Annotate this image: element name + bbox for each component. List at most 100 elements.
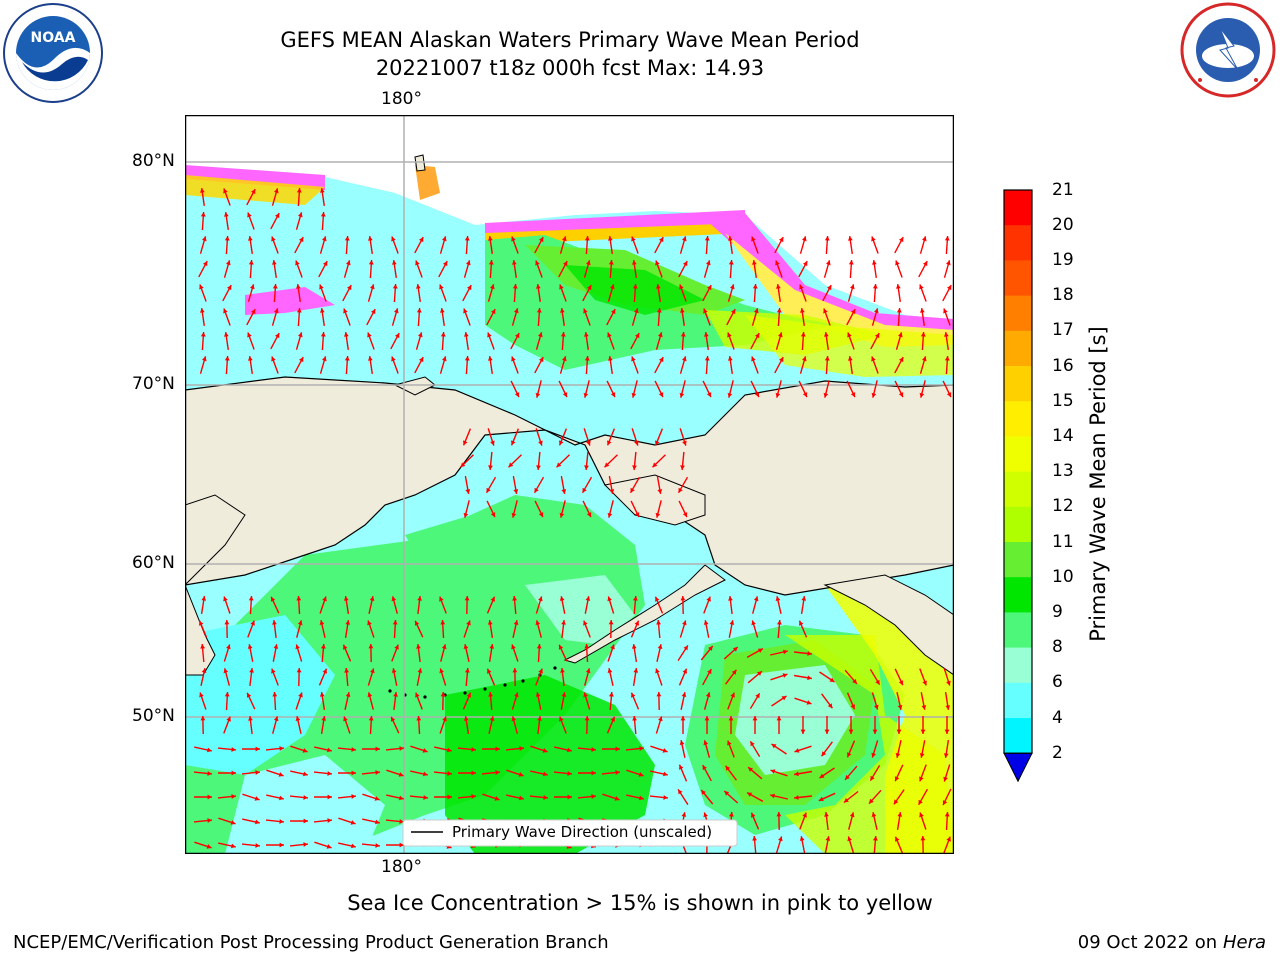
wave-arrow-head bbox=[512, 284, 518, 289]
wave-arrow-head bbox=[826, 260, 831, 266]
wave-arrow-head bbox=[299, 237, 304, 243]
wave-arrow-head bbox=[248, 260, 254, 265]
wave-arrow-head bbox=[511, 644, 516, 650]
wave-arrow-head bbox=[463, 644, 469, 649]
colorbar-tick: 2 bbox=[1052, 743, 1063, 763]
wave-arrow-head bbox=[272, 260, 277, 265]
wave-arrow-head bbox=[248, 236, 253, 241]
wave-arrow-head bbox=[679, 284, 684, 290]
wave-arrow-head bbox=[678, 487, 683, 493]
wave-arrow-head bbox=[899, 237, 904, 243]
wave-arrow-head bbox=[423, 771, 428, 777]
wave-arrow-head bbox=[703, 308, 708, 314]
wave-arrow-head bbox=[632, 465, 637, 470]
wave-arrow-head bbox=[922, 236, 927, 242]
wave-arrow-head bbox=[728, 596, 733, 601]
wave-arrow-head bbox=[806, 700, 812, 705]
wave-arrow-head bbox=[707, 669, 712, 675]
wave-arrow-head bbox=[894, 776, 900, 782]
wave-arrow-head bbox=[875, 679, 880, 685]
colorbar-tick: 9 bbox=[1052, 602, 1063, 622]
wave-arrow-head bbox=[751, 620, 756, 626]
wave-arrow-head bbox=[701, 790, 706, 795]
wave-arrow-head bbox=[751, 236, 756, 242]
wave-arrow-head bbox=[466, 260, 471, 266]
wave-arrow-head bbox=[556, 462, 562, 468]
wave-arrow-head bbox=[679, 740, 685, 745]
wave-arrow-head bbox=[518, 772, 524, 777]
wave-arrow-head bbox=[323, 261, 328, 267]
wave-arrow-head bbox=[823, 308, 828, 314]
wave-arrow-head bbox=[440, 620, 446, 625]
wave-arrow-head bbox=[224, 620, 230, 625]
wave-arrow-head bbox=[326, 844, 332, 849]
wave-arrow-head bbox=[224, 332, 229, 337]
wave-arrow-head bbox=[919, 776, 924, 782]
wave-arrow-head bbox=[655, 668, 660, 674]
wave-arrow-head bbox=[611, 309, 616, 315]
wave-arrow-head bbox=[350, 820, 356, 825]
wave-arrow-head bbox=[296, 668, 302, 673]
wave-arrow-head bbox=[490, 596, 495, 602]
wave-arrow-head bbox=[200, 308, 205, 313]
wave-arrow-head bbox=[271, 356, 276, 362]
wave-arrow-head bbox=[770, 769, 776, 774]
wave-arrow-head bbox=[658, 716, 663, 722]
wave-arrow-head bbox=[897, 812, 903, 817]
wave-arrow-head bbox=[207, 771, 212, 776]
wave-arrow-head bbox=[821, 751, 827, 757]
colorbar-tick: 16 bbox=[1052, 356, 1074, 376]
wave-arrow-head bbox=[296, 284, 301, 289]
wave-arrow-head bbox=[607, 440, 612, 446]
wave-arrow-head bbox=[919, 753, 925, 758]
wave-arrow-head bbox=[391, 356, 396, 362]
wave-arrow-head bbox=[943, 308, 948, 314]
wave-arrow-head bbox=[778, 332, 783, 338]
wave-arrow-head bbox=[582, 487, 587, 493]
wave-arrow-head bbox=[807, 675, 812, 681]
wave-arrow-head bbox=[607, 668, 613, 673]
wave-arrow-head bbox=[368, 236, 373, 241]
wave-arrow-head bbox=[753, 596, 759, 602]
chart-subtitle: 20221007 t18z 000h fcst Max: 14.93 bbox=[375, 56, 765, 80]
wave-arrow-head bbox=[802, 356, 807, 362]
wave-arrow-head bbox=[818, 796, 824, 802]
wave-arrow-head bbox=[920, 332, 926, 337]
wave-arrow-head bbox=[471, 747, 476, 752]
wave-arrow-head bbox=[416, 284, 421, 289]
wave-arrow-head bbox=[345, 692, 351, 697]
wave-arrow-head bbox=[390, 716, 396, 722]
wave-arrow-head bbox=[416, 308, 422, 313]
wave-arrow-head bbox=[807, 651, 812, 656]
wave-arrow-head bbox=[375, 770, 380, 775]
wave-arrow-head bbox=[224, 212, 229, 217]
wave-arrow-head bbox=[370, 284, 375, 290]
wave-arrow-head bbox=[368, 356, 373, 361]
wave-arrow-head bbox=[535, 692, 541, 697]
wave-arrow-head bbox=[327, 747, 332, 753]
wave-arrow-head bbox=[610, 716, 615, 722]
wave-arrow-head bbox=[487, 620, 493, 625]
lat-label-70: 70°N bbox=[132, 374, 175, 394]
wave-arrow-head bbox=[871, 812, 877, 817]
wave-arrow-head bbox=[633, 668, 639, 673]
wave-arrow-head bbox=[297, 620, 303, 626]
colorbar-tick: 13 bbox=[1052, 461, 1074, 481]
wave-arrow-head bbox=[800, 332, 806, 337]
wave-arrow-head bbox=[393, 692, 398, 697]
colorbar-label: Primary Wave Mean Period [s] bbox=[1086, 326, 1110, 642]
wave-arrow-head bbox=[872, 284, 878, 289]
wave-arrow-head bbox=[752, 836, 757, 841]
wave-arrow-head bbox=[703, 812, 708, 818]
wave-arrow-head bbox=[273, 644, 279, 649]
wave-arrow-head bbox=[303, 771, 308, 777]
wave-arrow-head bbox=[824, 356, 830, 361]
wave-arrow-head bbox=[584, 236, 590, 241]
wave-arrow-head bbox=[419, 237, 424, 243]
wave-arrow-head bbox=[583, 620, 588, 626]
wave-arrow-head bbox=[248, 596, 254, 601]
wave-arrow-head bbox=[799, 620, 804, 626]
wave-arrow-head bbox=[752, 284, 758, 289]
wave-arrow-head bbox=[871, 392, 877, 398]
wave-arrow-head bbox=[872, 729, 878, 734]
